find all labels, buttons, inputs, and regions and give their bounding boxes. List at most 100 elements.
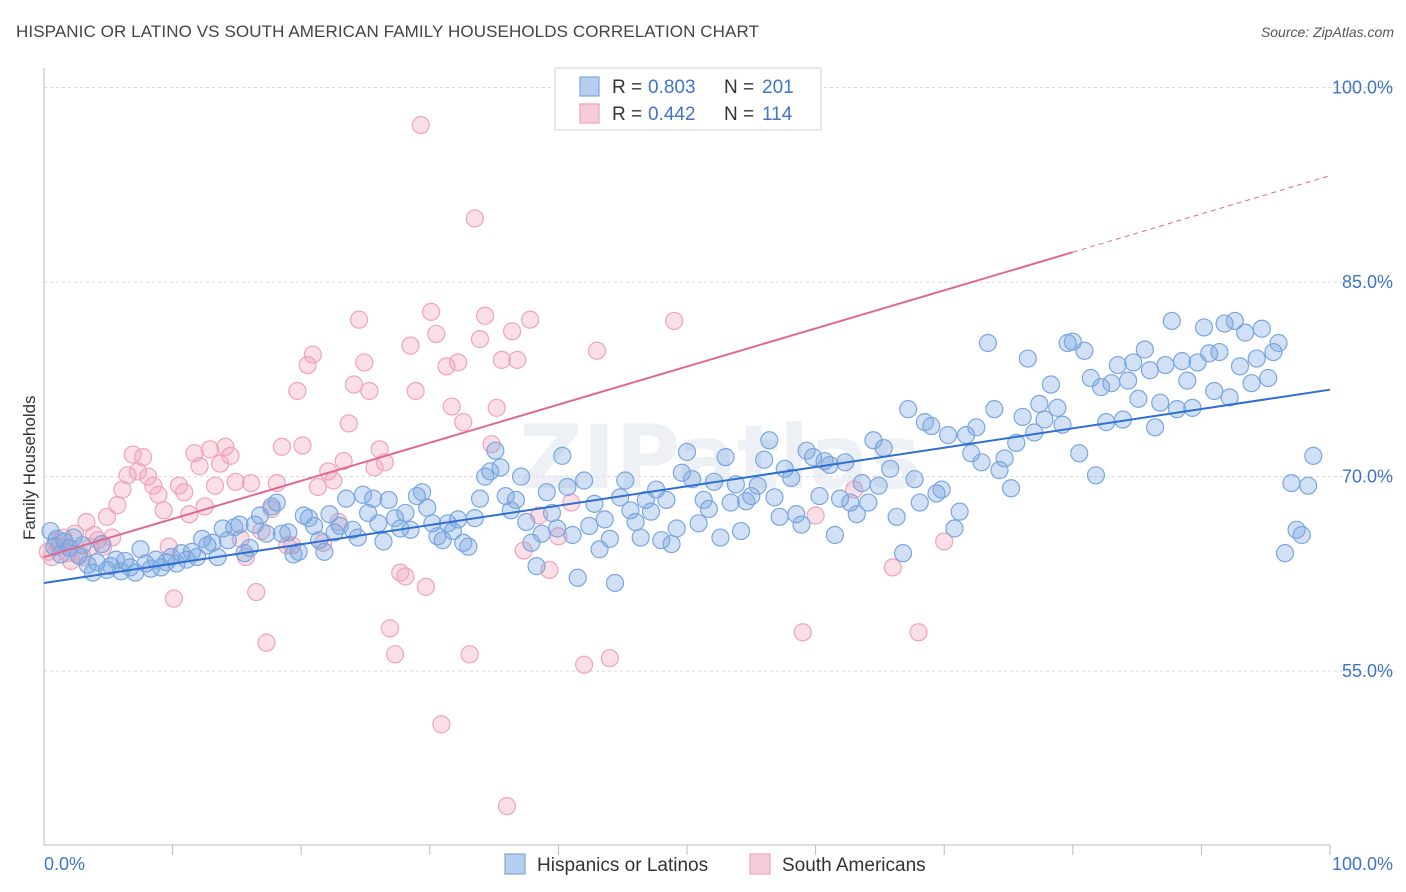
south-americans-point bbox=[344, 375, 364, 394]
hispanics-point bbox=[267, 493, 286, 512]
y-tick-label: 55.0% bbox=[1342, 661, 1393, 681]
hispanics-point bbox=[869, 476, 888, 495]
hispanics-point bbox=[501, 501, 520, 520]
south-americans-point bbox=[416, 577, 436, 596]
hispanics-point bbox=[1247, 349, 1266, 368]
hispanics-point bbox=[1259, 368, 1278, 388]
hispanics-point bbox=[1075, 341, 1094, 360]
south-americans-point bbox=[454, 413, 473, 432]
hispanics-point bbox=[558, 477, 577, 497]
watermark: ZIPatlas bbox=[519, 406, 921, 509]
hispanics-point bbox=[810, 486, 829, 506]
hispanics-point bbox=[1156, 355, 1175, 375]
hispanics-point bbox=[1001, 479, 1021, 498]
south-americans-point bbox=[247, 582, 266, 602]
series-legend-label: South Americans bbox=[782, 855, 926, 876]
hispanics-point bbox=[496, 486, 515, 506]
hispanics-point bbox=[1242, 374, 1261, 393]
hispanics-point bbox=[486, 441, 505, 460]
hispanics-point bbox=[585, 494, 604, 513]
hispanics-point bbox=[672, 463, 691, 482]
hispanics-point bbox=[893, 544, 913, 563]
hispanics-point bbox=[418, 498, 437, 517]
hispanics-point bbox=[92, 534, 111, 554]
hispanics-point bbox=[737, 492, 756, 511]
hispanics-point bbox=[1135, 340, 1154, 359]
stats-legend: R = 0.803 N = 201 R = 0.442 N = 114 bbox=[554, 67, 822, 131]
hispanics-point bbox=[985, 400, 1004, 419]
south-americans-point bbox=[448, 353, 468, 372]
hispanics-point bbox=[1091, 378, 1111, 397]
hispanics-point bbox=[742, 486, 761, 506]
hispanics-point bbox=[978, 333, 998, 353]
stats-r-label: R = bbox=[612, 77, 642, 98]
y-tick-label: 70.0% bbox=[1342, 467, 1393, 487]
hispanics-point bbox=[364, 489, 383, 508]
hispanics-point bbox=[667, 519, 686, 538]
south-americans-point bbox=[465, 209, 484, 228]
south-americans-point bbox=[190, 457, 209, 476]
hispanics-point bbox=[522, 533, 541, 552]
x-tick-label: 0.0% bbox=[44, 854, 85, 874]
hispanics-point bbox=[198, 536, 217, 555]
tick-labels: 55.0% 70.0% 85.0% 100.0% 0.0% 100.0% bbox=[44, 77, 1393, 874]
hispanics-point bbox=[699, 499, 718, 519]
hispanics-point bbox=[787, 505, 806, 524]
hispanics-point bbox=[374, 532, 393, 551]
hispanics-point bbox=[279, 523, 298, 542]
south-americans-point bbox=[339, 414, 358, 433]
south-americans-point bbox=[319, 462, 338, 481]
south-americans-point bbox=[195, 497, 214, 516]
hispanics-point bbox=[770, 507, 789, 526]
south-americans-point bbox=[293, 436, 312, 455]
hispanics-point bbox=[1129, 389, 1148, 408]
hispanics-point bbox=[626, 512, 645, 532]
hispanics-point bbox=[616, 471, 635, 490]
south-americans-point bbox=[108, 496, 127, 515]
hispanics-point bbox=[1215, 314, 1234, 333]
hispanics-point bbox=[1292, 525, 1311, 545]
hispanics-trend-line bbox=[43, 388, 1331, 584]
hispanics-point bbox=[304, 516, 324, 535]
y-tick-label: 85.0% bbox=[1342, 272, 1393, 292]
hispanics-point bbox=[512, 467, 531, 486]
hispanics-point bbox=[716, 448, 735, 467]
south-americans-point bbox=[497, 796, 517, 816]
stats-n-value: 201 bbox=[762, 77, 794, 98]
hispanics-point bbox=[950, 502, 969, 521]
hispanics-point bbox=[765, 488, 784, 507]
hispanics-point bbox=[1194, 318, 1214, 337]
stats-legend-swatch bbox=[579, 103, 600, 124]
hispanics-point bbox=[481, 462, 500, 481]
hispanics-point bbox=[506, 490, 526, 510]
south-americans-point bbox=[385, 645, 405, 664]
south-americans-point bbox=[909, 623, 928, 642]
hispanics-point bbox=[859, 493, 878, 512]
hispanics-point bbox=[621, 501, 640, 520]
south-americans-point bbox=[113, 480, 132, 499]
hispanics-point bbox=[1070, 444, 1089, 463]
hispanics-point bbox=[881, 459, 900, 478]
hispanics-point bbox=[353, 485, 373, 504]
south-americans-point bbox=[406, 381, 425, 401]
south-americans-point bbox=[475, 306, 495, 325]
south-americans-point bbox=[139, 467, 158, 486]
hispanics-point bbox=[475, 467, 495, 486]
south-americans-point bbox=[252, 521, 271, 541]
hispanics-point bbox=[657, 490, 676, 510]
south-americans-point bbox=[587, 341, 607, 360]
series-legend-swatch bbox=[749, 853, 771, 875]
south-americans-point bbox=[806, 506, 825, 525]
hispanics-point bbox=[1167, 400, 1187, 419]
hispanics-point bbox=[1146, 418, 1165, 437]
south-americans-point bbox=[308, 477, 328, 497]
axes bbox=[43, 68, 1331, 855]
south-americans-point bbox=[133, 448, 153, 467]
stats-n-value: 114 bbox=[762, 104, 793, 125]
hispanics-point bbox=[1287, 520, 1306, 539]
south-americans-point bbox=[123, 445, 142, 464]
south-americans-point bbox=[575, 655, 594, 674]
hispanics-point bbox=[847, 505, 866, 524]
stats-n-label: N = bbox=[724, 104, 754, 125]
